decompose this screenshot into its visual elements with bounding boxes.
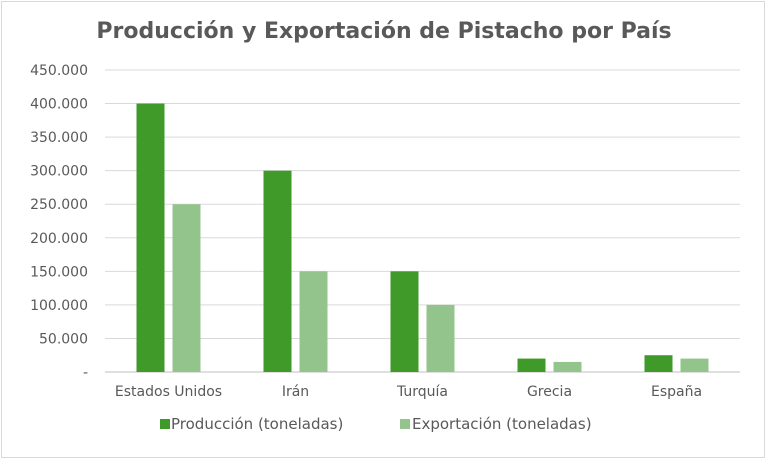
- x-tick-label: España: [651, 384, 702, 400]
- y-tick-label: 50.000: [39, 331, 88, 347]
- y-tick-label: 400.000: [30, 97, 88, 113]
- bar-produccion: [263, 170, 292, 372]
- y-tick-label: 450.000: [30, 63, 88, 79]
- y-tick-label: 300.000: [30, 164, 88, 180]
- legend-label-produccion: Producción (toneladas): [171, 415, 343, 433]
- x-tick-label: Turquía: [396, 384, 448, 400]
- y-tick-label: 350.000: [30, 130, 88, 146]
- chart-title: Producción y Exportación de Pistacho por…: [96, 19, 672, 44]
- y-tick-label: 100.000: [30, 298, 88, 314]
- bar-exportacion: [426, 304, 455, 372]
- legend-swatch-produccion: [160, 419, 170, 429]
- bar-exportacion: [299, 271, 328, 372]
- y-tick-label: 250.000: [30, 197, 88, 213]
- bar-produccion: [390, 271, 419, 372]
- bar-produccion: [644, 355, 673, 372]
- bar-produccion: [517, 358, 546, 372]
- bar-exportacion: [172, 204, 201, 372]
- y-tick-label: -: [83, 365, 88, 381]
- bar-produccion: [136, 103, 165, 373]
- x-tick-label: Estados Unidos: [115, 384, 222, 400]
- y-tick-label: 150.000: [30, 264, 88, 280]
- y-tick-label: 200.000: [30, 231, 88, 247]
- legend-swatch-exportacion: [400, 419, 410, 429]
- bar-exportacion: [680, 358, 709, 372]
- x-tick-label: Grecia: [527, 384, 572, 400]
- bar-exportacion: [553, 361, 582, 372]
- x-tick-label: Irán: [282, 384, 309, 400]
- legend-label-exportacion: Exportación (toneladas): [412, 415, 592, 433]
